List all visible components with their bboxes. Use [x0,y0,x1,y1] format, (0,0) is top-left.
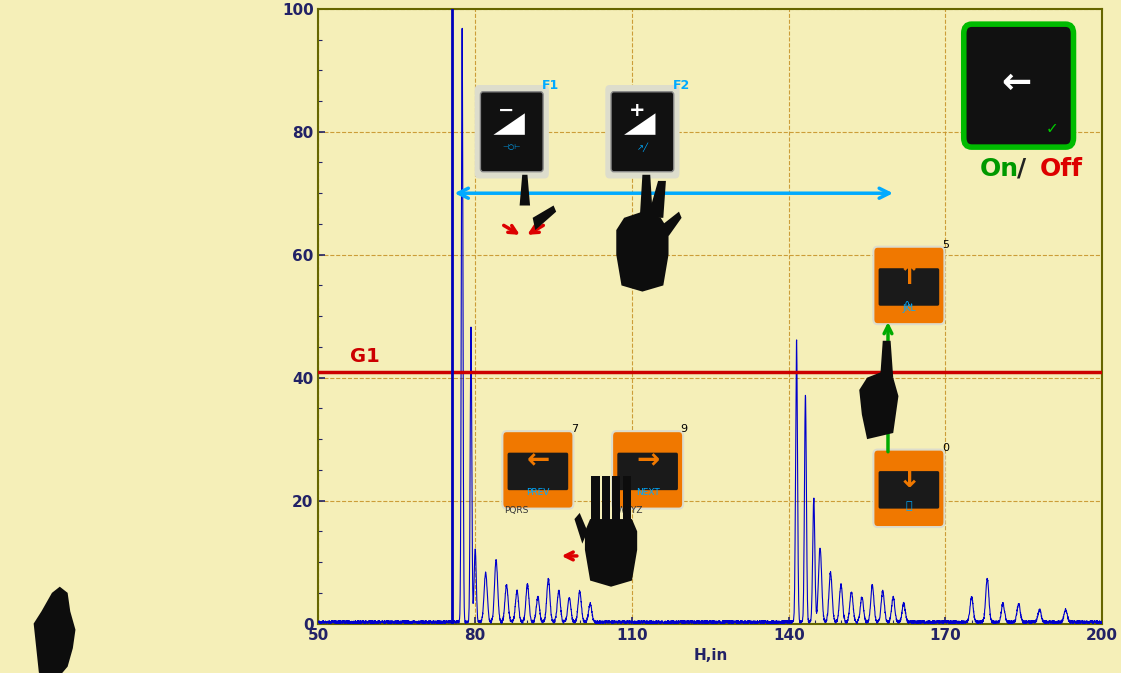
Text: ↓: ↓ [897,465,920,493]
Polygon shape [612,476,620,525]
Polygon shape [622,476,631,525]
Text: /: / [1017,157,1026,180]
FancyBboxPatch shape [481,92,543,172]
FancyBboxPatch shape [879,269,939,306]
Text: ∿: ∿ [905,297,914,308]
Text: PREV: PREV [526,488,549,497]
Text: ↑: ↑ [897,262,920,290]
Polygon shape [664,212,682,236]
Polygon shape [493,113,525,135]
Text: Off: Off [1039,157,1083,180]
Text: ←: ← [526,447,549,474]
Text: −: − [499,101,515,120]
Text: F1: F1 [543,79,559,92]
Polygon shape [640,175,652,218]
Text: PQRS: PQRS [504,506,528,515]
FancyBboxPatch shape [612,431,683,509]
FancyBboxPatch shape [873,450,944,527]
Polygon shape [860,371,898,439]
Polygon shape [520,175,530,205]
Text: ✓: ✓ [1046,121,1059,136]
Polygon shape [574,513,587,544]
Polygon shape [585,519,637,587]
FancyBboxPatch shape [611,92,674,172]
Polygon shape [602,476,610,525]
Text: 5: 5 [942,240,948,250]
Text: ↗╱: ↗╱ [637,143,648,152]
Text: WXYZ: WXYZ [617,506,642,515]
Text: ⊣○⊢: ⊣○⊢ [502,144,521,150]
Text: G1: G1 [350,347,380,366]
Text: 0: 0 [942,443,948,453]
Polygon shape [880,341,893,378]
Text: ←: ← [1001,65,1031,100]
FancyBboxPatch shape [474,85,549,178]
Text: +: + [629,101,646,120]
Text: ⌒: ⌒ [906,501,912,511]
FancyBboxPatch shape [508,453,568,490]
FancyBboxPatch shape [502,431,574,509]
FancyBboxPatch shape [873,247,944,324]
Polygon shape [532,205,556,230]
FancyBboxPatch shape [879,471,939,509]
Text: JKL: JKL [902,304,916,313]
Polygon shape [34,587,75,673]
X-axis label: H,in: H,in [693,647,728,663]
Polygon shape [648,181,666,218]
Text: 9: 9 [680,424,687,434]
FancyBboxPatch shape [605,85,679,178]
Polygon shape [617,212,668,291]
Polygon shape [591,476,600,525]
Text: 7: 7 [571,424,578,434]
Text: →: → [636,447,659,474]
FancyBboxPatch shape [964,24,1074,147]
Text: F2: F2 [673,79,689,92]
Text: NEXT: NEXT [636,488,659,497]
Text: On: On [980,157,1019,180]
Polygon shape [624,113,656,135]
FancyBboxPatch shape [618,453,678,490]
